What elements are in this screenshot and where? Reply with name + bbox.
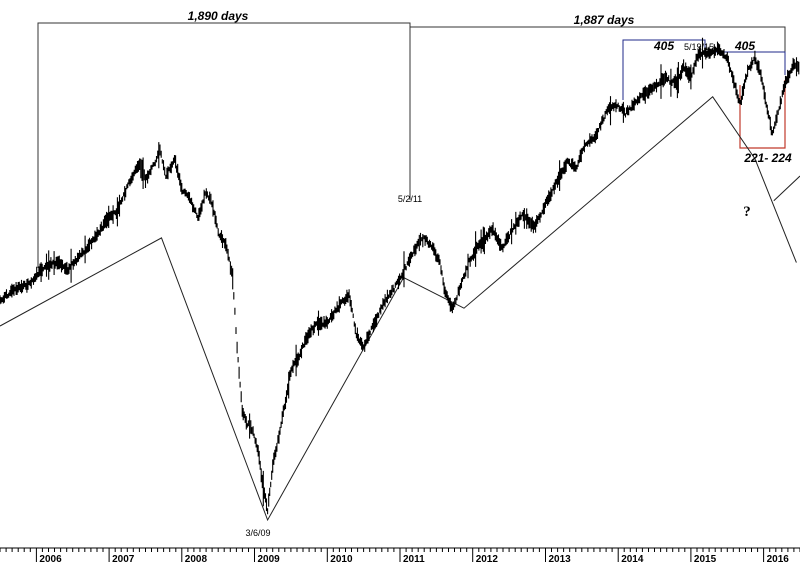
annotation-range: 221- 224: [743, 151, 792, 165]
trendline-0: [0, 96, 797, 522]
annotation-1890-days: 1,890 days: [188, 9, 249, 23]
bracket-221-224: [739, 80, 786, 149]
x-tick-label-2012: 2012: [476, 554, 499, 563]
trendline-1: [773, 175, 800, 202]
annotation-date-2011: 5/2/11: [398, 194, 422, 204]
brackets-layer: [37, 22, 786, 268]
bracket-405-right: [705, 51, 786, 75]
x-tick-label-2014: 2014: [621, 554, 644, 563]
annotation-layer: 1,890 days 1,887 days 405 405 221- 224 ?…: [188, 9, 792, 538]
trendline-layer: [0, 96, 800, 522]
bracket-1890-days: [37, 22, 411, 268]
annotation-1887-days: 1,887 days: [574, 13, 635, 27]
bracket-1887-days: [409, 26, 786, 75]
x-tick-label-2009: 2009: [258, 554, 281, 563]
price-series-0: [0, 37, 800, 515]
annotation-405-right: 405: [734, 39, 755, 53]
annotation-date-2015: 5/19/15: [684, 42, 714, 52]
annotation-405-left: 405: [653, 39, 674, 53]
series-layer: [0, 37, 800, 515]
x-tick-label-2007: 2007: [112, 554, 135, 563]
x-tick-label-2013: 2013: [549, 554, 572, 563]
x-tick-label-2008: 2008: [185, 554, 208, 563]
x-tick-label-2006: 2006: [39, 554, 62, 563]
x-tick-label-2015: 2015: [694, 554, 717, 563]
x-tick-label-2016: 2016: [767, 554, 790, 563]
x-axis: 2006 2007 2008 2009 2010 2011 2012 2013 2014 2015…: [0, 547, 800, 565]
x-tick-label-2011: 2011: [403, 554, 425, 563]
annotation-date-2009: 3/6/09: [245, 528, 270, 538]
annotation-question: ?: [743, 204, 751, 220]
bracket-405-left: [622, 39, 706, 100]
x-tick-label-2010: 2010: [330, 554, 353, 563]
